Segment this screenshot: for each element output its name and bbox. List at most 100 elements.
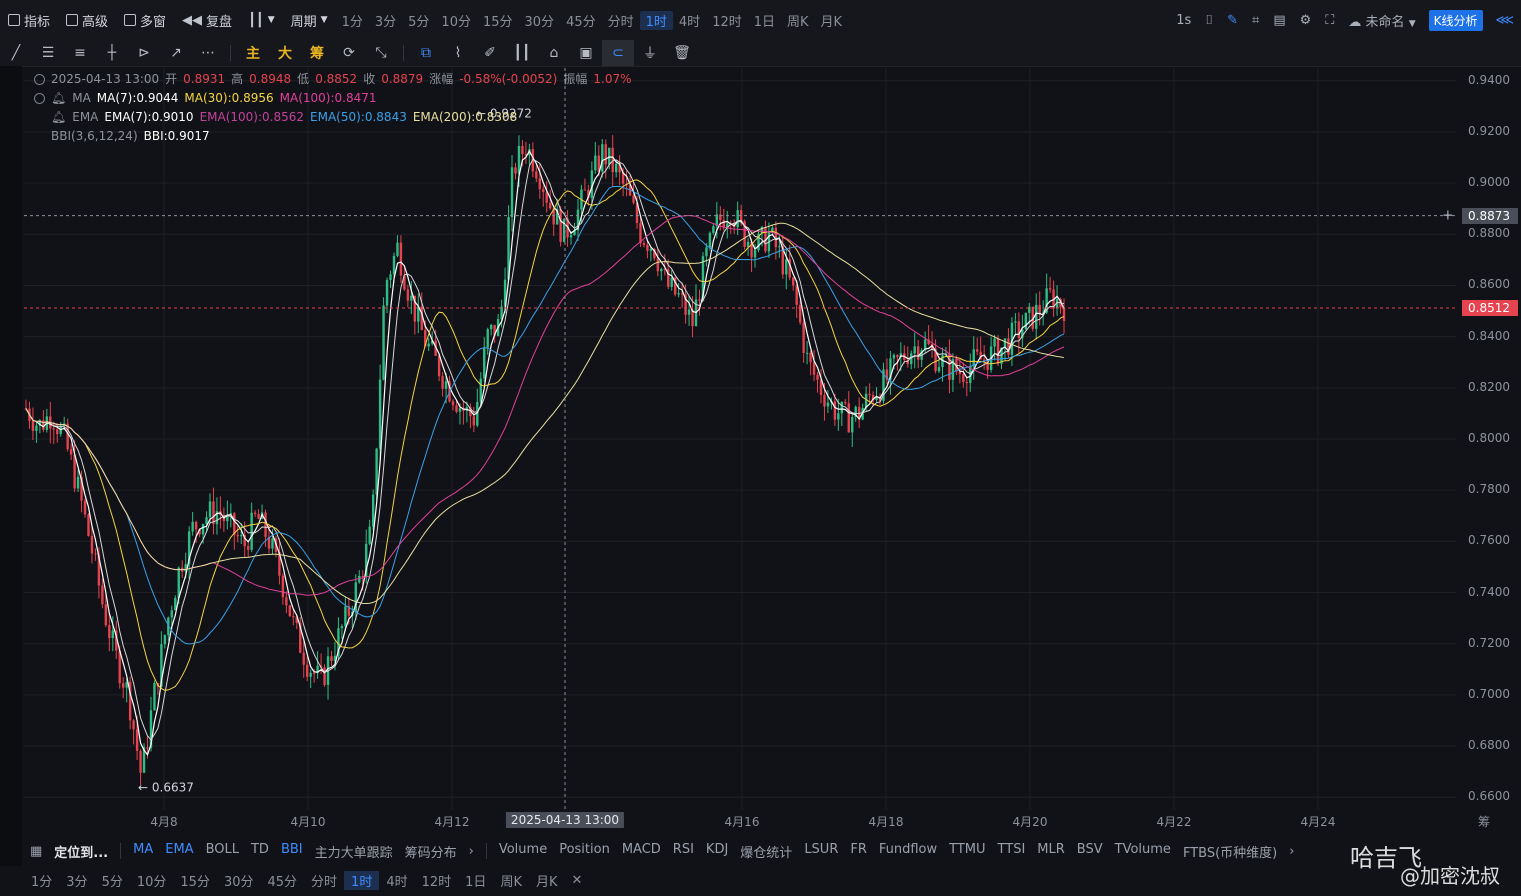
bottom-period-7[interactable]: 分时 — [311, 874, 338, 890]
horizontal-ray-icon[interactable]: ┼ — [107, 45, 117, 61]
bottom-period-8[interactable]: 1时 — [344, 870, 380, 890]
bottom-period-2[interactable]: 5分 — [101, 874, 123, 890]
period-dropdown[interactable]: 周期 ▼ — [290, 14, 328, 30]
period-9[interactable]: 4时 — [678, 14, 701, 30]
price-axis[interactable]: 0.8873 0.8512 0.9400 0.9200 0.9000 0.8800 0.… — [1458, 68, 1521, 810]
arrow-tool-icon[interactable]: ↗ — [170, 45, 182, 61]
pen-icon[interactable]: ✎ — [1227, 12, 1239, 28]
collapse-icon[interactable] — [34, 93, 45, 104]
bottom-period-6[interactable]: 45分 — [267, 874, 298, 890]
sub-indicator-3[interactable]: RSI — [672, 841, 694, 857]
bottom-period-13[interactable]: 月K — [535, 874, 558, 890]
trash-icon[interactable]: 🗑 — [673, 45, 691, 61]
note-icon[interactable]: ▣ — [579, 45, 593, 61]
period-5[interactable]: 30分 — [524, 14, 555, 30]
main-indicator-0[interactable]: MA — [133, 841, 154, 857]
multi-window-button[interactable]: 多窗 — [116, 11, 174, 30]
bottom-period-4[interactable]: 15分 — [180, 874, 210, 890]
replay-button[interactable]: ◀◀ 复盘 — [182, 12, 233, 30]
period-3[interactable]: 10分 — [441, 14, 471, 30]
sub-indicator-14[interactable]: FTBS(币种维度) — [1182, 845, 1278, 861]
layout-icon[interactable]: ▤ — [1273, 12, 1286, 28]
sub-indicator-6[interactable]: LSUR — [804, 841, 839, 857]
magnet-icon[interactable]: ⊂ — [602, 40, 634, 66]
more-tools-icon[interactable]: ⋯ — [201, 45, 215, 61]
period-4[interactable]: 15分 — [482, 14, 513, 30]
period-1[interactable]: 3分 — [374, 14, 397, 30]
bell-icon[interactable]: 🔔︎ — [51, 91, 67, 105]
main-force-button[interactable]: 主 — [246, 46, 260, 62]
sub-indicator-8[interactable]: Fundflow — [878, 841, 938, 857]
filter-icon[interactable]: ⏚ — [643, 46, 657, 62]
main-indicator-6[interactable]: 筹码分布 — [404, 845, 457, 861]
big-order-button[interactable]: 大 — [278, 46, 292, 62]
sub-indicator-13[interactable]: TVolume — [1114, 841, 1171, 857]
main-indicator-3[interactable]: TD — [250, 841, 269, 857]
bottom-period-9[interactable]: 4时 — [386, 874, 408, 890]
period-11[interactable]: 1日 — [753, 14, 776, 30]
measure-icon[interactable]: ⤡ — [375, 45, 387, 61]
period-7[interactable]: 分时 — [607, 14, 634, 30]
chip-axis-label[interactable]: 筹 — [1478, 815, 1491, 829]
main-indicator-2[interactable]: BOLL — [205, 841, 239, 857]
sub-indicator-11[interactable]: MLR — [1037, 841, 1065, 857]
camera-icon[interactable]: ⌷ — [1205, 12, 1214, 28]
candle-pattern-icon[interactable]: ┃┃ — [513, 45, 531, 61]
share-icon[interactable]: ⋘ — [1495, 12, 1515, 28]
bottom-period-0[interactable]: 1分 — [31, 874, 53, 890]
chevron-right-icon[interactable]: › — [1289, 843, 1295, 859]
period-0[interactable]: 1分 — [341, 14, 363, 30]
bottom-period-11[interactable]: 1日 — [465, 874, 487, 890]
main-indicator-5[interactable]: 主力大单跟踪 — [314, 845, 393, 861]
crop-icon[interactable]: ⌗ — [1252, 12, 1260, 28]
chip-button[interactable]: 筹 — [310, 46, 324, 62]
period-2[interactable]: 5分 — [408, 14, 430, 30]
lock-icon[interactable]: ⌂ — [549, 45, 559, 61]
main-indicator-1[interactable]: EMA — [165, 841, 194, 857]
sub-indicator-2[interactable]: MACD — [621, 841, 661, 857]
bottom-period-3[interactable]: 10分 — [136, 874, 167, 890]
sub-indicator-0[interactable]: Volume — [498, 841, 548, 857]
calendar-icon[interactable]: ▦ — [30, 843, 43, 859]
pitchfork-icon[interactable]: ⊳ — [138, 45, 150, 61]
sub-indicator-10[interactable]: TTSI — [997, 841, 1026, 857]
bottom-period-10[interactable]: 12时 — [421, 874, 452, 890]
bell-icon[interactable]: 🔔︎ — [51, 110, 67, 124]
line-tool-icon[interactable]: ╱ — [11, 45, 21, 61]
period-6[interactable]: 45分 — [566, 14, 596, 30]
period-12[interactable]: 周K — [787, 14, 809, 30]
indicator-button[interactable]: 指标 — [0, 11, 58, 30]
ruler-icon[interactable]: ⌇ — [454, 45, 462, 61]
sub-indicator-1[interactable]: Position — [559, 841, 610, 857]
chevron-right-icon[interactable]: › — [468, 843, 474, 859]
advanced-button[interactable]: 高级 — [58, 11, 116, 30]
parallel-channel-icon[interactable]: ≡ — [74, 45, 86, 61]
main-indicator-4[interactable]: BBI — [280, 841, 303, 857]
period-8[interactable]: 1时 — [639, 10, 673, 30]
settings-icon[interactable]: ⚙ — [1299, 12, 1312, 28]
close-icon[interactable]: ✕ — [571, 872, 583, 888]
period-13[interactable]: 月K — [820, 14, 843, 30]
copy-icon[interactable]: ⧉ — [421, 45, 431, 61]
rotate-icon[interactable]: ⟳ — [343, 45, 355, 61]
realtime-1s[interactable]: 1s — [1176, 12, 1192, 28]
bottom-period-5[interactable]: 30分 — [223, 874, 254, 890]
sub-indicator-12[interactable]: BSV — [1076, 841, 1103, 857]
cloud-layout-dropdown[interactable]: ☁ 未命名 ▼ — [1348, 14, 1416, 30]
sub-indicator-5[interactable]: 爆仓统计 — [740, 845, 793, 861]
candlestick-chart[interactable]: + ← 0.9272 ← 0.6637 — [24, 68, 1456, 810]
fullscreen-icon[interactable]: ⛶ — [1325, 12, 1335, 28]
bottom-period-12[interactable]: 周K — [500, 874, 522, 890]
chart-type-button[interactable]: ┃┃ ▼ — [240, 13, 283, 28]
bottom-period-1[interactable]: 3分 — [66, 874, 88, 890]
brush-icon[interactable]: ✐ — [484, 45, 496, 61]
kline-analysis-button[interactable]: K线分析 — [1428, 9, 1483, 31]
horizontal-lines-icon[interactable]: ☰ — [41, 45, 55, 61]
collapse-icon[interactable] — [34, 74, 45, 85]
time-axis[interactable]: 2025-04-13 13:00 4月8 4月10 4月12 4月16 4月18 4月20… — [24, 810, 1456, 832]
sub-indicator-7[interactable]: FR — [850, 841, 867, 857]
period-10[interactable]: 12时 — [712, 14, 742, 30]
locate-button[interactable]: 定位到... — [54, 845, 109, 861]
sub-indicator-9[interactable]: TTMU — [949, 841, 986, 857]
sub-indicator-4[interactable]: KDJ — [705, 841, 729, 857]
